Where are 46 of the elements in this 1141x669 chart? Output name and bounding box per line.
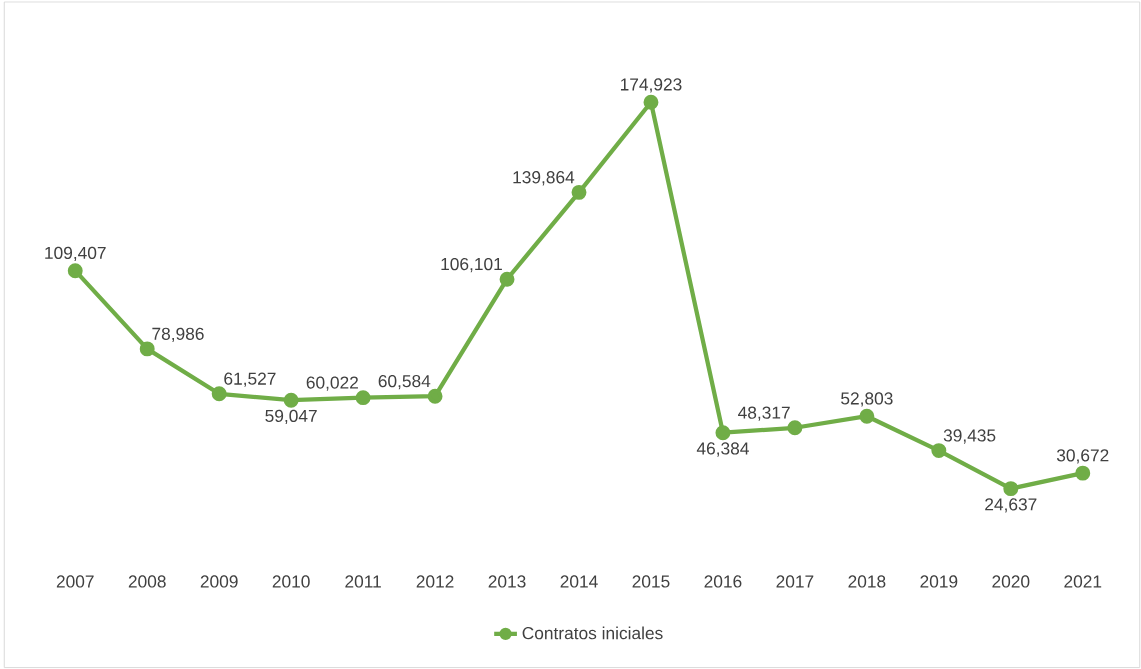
legend-label: Contratos iniciales	[522, 626, 663, 640]
point	[643, 94, 659, 110]
data-label: 109,407	[45, 246, 106, 261]
point	[499, 271, 515, 287]
x-tick-label: 2017	[776, 575, 814, 588]
data-label: 60,584	[378, 374, 431, 390]
data-label: 139,864	[513, 171, 575, 186]
point	[715, 425, 731, 441]
x-tick-label: 2011	[345, 575, 381, 588]
data-label: 174,923	[620, 78, 682, 93]
x-tick-label: 2021	[1064, 575, 1102, 588]
data-label: 61,527	[224, 372, 276, 387]
data-label: 48,317	[738, 406, 790, 421]
data-label: 60,022	[306, 376, 358, 391]
x-tick-label: 2009	[200, 575, 238, 588]
point	[211, 386, 227, 402]
data-label: 106,101	[441, 257, 502, 273]
point	[571, 184, 587, 200]
x-tick-label: 2013	[488, 575, 526, 588]
x-tick-label: 2020	[992, 575, 1030, 588]
point	[787, 420, 803, 436]
point	[1003, 481, 1019, 497]
x-tick-label: 2018	[848, 575, 886, 588]
x-tick-label: 2012	[416, 575, 454, 588]
data-label: 24,637	[985, 498, 1037, 513]
data-label: 59,047	[265, 409, 317, 424]
point	[859, 408, 875, 424]
point	[1075, 465, 1091, 481]
point	[139, 341, 155, 357]
data-label: 30,672	[1056, 449, 1109, 464]
point	[355, 390, 371, 406]
data-label: 78,986	[152, 327, 204, 342]
x-tick-label: 2008	[128, 575, 166, 588]
x-tick-label: 2014	[560, 575, 598, 588]
point	[283, 392, 299, 408]
point	[931, 443, 947, 458]
point	[427, 388, 443, 404]
x-tick-label: 2019	[920, 575, 958, 588]
point	[67, 263, 83, 279]
data-label: 39,435	[943, 429, 996, 444]
data-label: 52,803	[841, 392, 893, 407]
data-label: 46,384	[696, 442, 749, 457]
x-tick-label: 2015	[632, 575, 670, 588]
x-tick-label: 2016	[704, 575, 742, 588]
x-tick-label: 2007	[56, 575, 94, 588]
x-tick-label: 2010	[272, 575, 310, 588]
